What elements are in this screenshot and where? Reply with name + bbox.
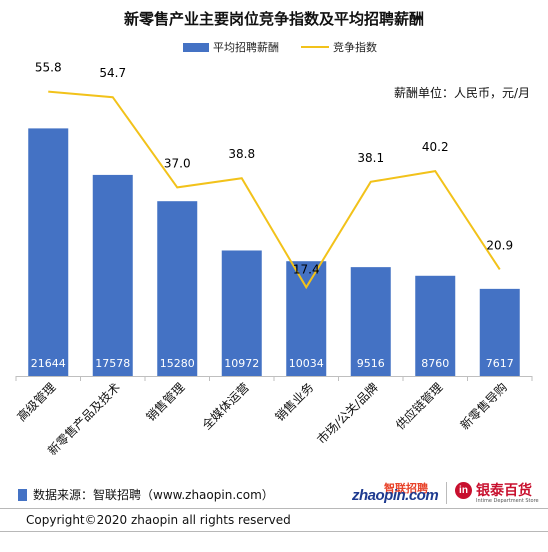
line-label-1: 54.7	[99, 66, 126, 80]
legend-line-label: 竞争指数	[333, 41, 377, 54]
legend-bar-swatch	[183, 42, 209, 52]
bar-7	[479, 288, 520, 376]
bar-4	[286, 261, 327, 376]
line-label-4: 17.4	[293, 262, 320, 276]
source-text: 数据来源：智联招聘（www.zhaopin.com）	[33, 488, 274, 502]
unit-note: 薪酬单位：人民币，元/月	[393, 86, 530, 100]
zhaopin-logo-cn: 智联招聘	[384, 482, 428, 495]
legend-bar-label: 平均招聘薪酬	[213, 41, 279, 54]
category-label-3: 全媒体运营	[199, 380, 252, 433]
category-label-0: 高级管理	[14, 380, 59, 425]
footer-rule-top	[0, 508, 548, 509]
bar-label-1: 17578	[95, 357, 130, 370]
bar-label-6: 8760	[421, 357, 449, 370]
yintai-logo-en: Intime Department Store	[476, 498, 539, 504]
bar-label-7: 7617	[486, 357, 514, 370]
bar-label-2: 15280	[160, 357, 195, 370]
logo-divider	[446, 482, 447, 504]
chart-title: 新零售产业主要岗位竞争指数及平均招聘薪酬	[123, 10, 424, 28]
bar-label-0: 21644	[31, 357, 66, 370]
category-label-6: 供应链管理	[392, 380, 445, 433]
zhaopin-logo-en: zhaopin.com	[352, 487, 439, 504]
line-label-0: 55.8	[35, 61, 62, 75]
footer-rule-bottom	[0, 531, 548, 532]
line-label-5: 38.1	[357, 151, 384, 165]
bar-1	[92, 174, 133, 376]
bar-6	[415, 275, 456, 376]
bar-0	[28, 128, 69, 376]
source-marker	[18, 488, 27, 501]
yintai-logo-mark: in	[455, 482, 472, 499]
bar-label-5: 9516	[357, 357, 385, 370]
bar-2	[157, 201, 198, 376]
line-label-6: 40.2	[422, 140, 449, 154]
bar-3	[221, 250, 262, 376]
yintai-logo-cn: 银泰百货	[476, 483, 532, 499]
copyright: Copyright©2020 zhaopin all rights reserv…	[26, 513, 291, 527]
data-source: 数据来源：智联招聘（www.zhaopin.com）	[18, 486, 274, 503]
competition-line	[48, 90, 501, 290]
bar-label-4: 10034	[289, 357, 324, 370]
category-label-7: 新零售导购	[457, 380, 510, 433]
line-label-7: 20.9	[486, 238, 513, 252]
legend-line-swatch	[301, 46, 329, 48]
category-label-2: 销售管理	[143, 380, 188, 425]
category-label-4: 销售业务	[272, 380, 317, 425]
yintai-logo: in 银泰百货 Intime Department Store	[455, 478, 539, 506]
legend: 平均招聘薪酬 竞争指数	[183, 40, 377, 54]
bar-5	[350, 267, 391, 376]
category-label-5: 市场/公关/品牌	[314, 380, 381, 447]
line-label-2: 37.0	[164, 156, 191, 170]
bar-label-3: 10972	[224, 357, 259, 370]
line-label-3: 38.8	[228, 147, 255, 161]
zhaopin-logo: 智联招聘 zhaopin.com	[352, 480, 440, 506]
chart-area: 21644 17578 15280 10972 10034 9516 8760 7617 55.…	[14, 61, 533, 458]
